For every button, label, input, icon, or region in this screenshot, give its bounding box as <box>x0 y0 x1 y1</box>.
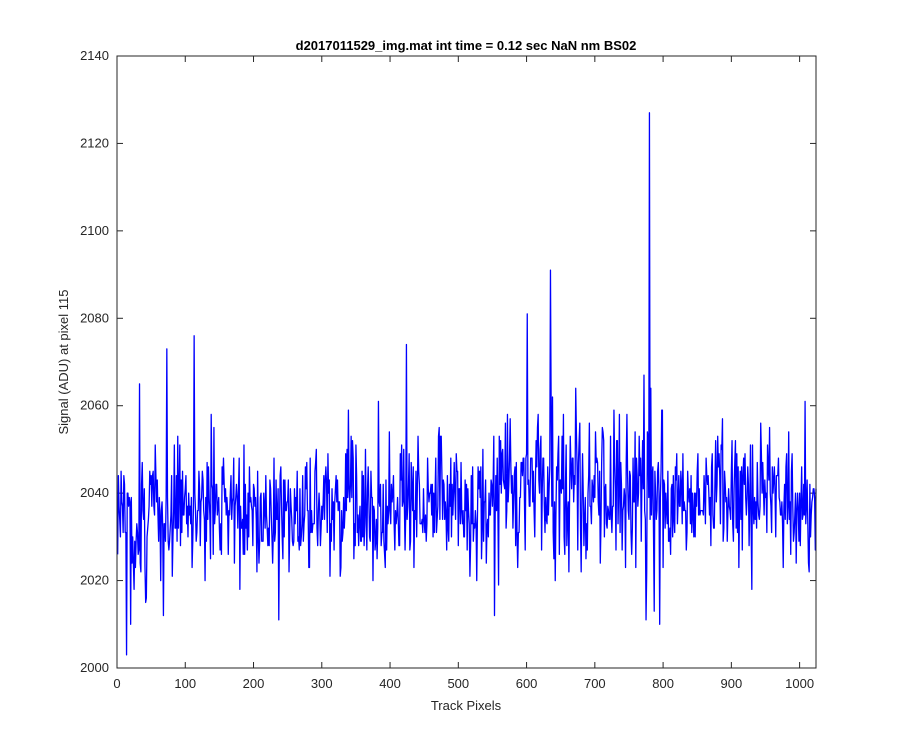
x-tick-label: 0 <box>113 676 120 691</box>
y-tick-label: 2100 <box>80 223 109 238</box>
x-axis-label: Track Pixels <box>431 698 502 713</box>
x-tick-label: 300 <box>311 676 333 691</box>
y-tick-label: 2040 <box>80 485 109 500</box>
plot-background <box>117 56 816 668</box>
x-axis-ticks: 0 100 200 300 400 500 600 700 800 900 1000 <box>113 56 814 691</box>
x-tick-label: 500 <box>447 676 469 691</box>
y-tick-label: 2060 <box>80 398 109 413</box>
x-tick-label: 400 <box>379 676 401 691</box>
y-tick-label: 2140 <box>80 48 109 63</box>
x-tick-label: 900 <box>721 676 743 691</box>
y-tick-label: 2120 <box>80 135 109 150</box>
x-tick-label: 100 <box>174 676 196 691</box>
chart-title: d2017011529_img.mat int time = 0.12 sec … <box>296 38 637 53</box>
y-tick-label: 2000 <box>80 660 109 675</box>
x-tick-label: 600 <box>516 676 538 691</box>
plot-frame <box>116 55 817 669</box>
y-axis-label: Signal (ADU) at pixel 115 <box>56 290 71 435</box>
series-line <box>117 112 817 656</box>
y-tick-label: 2080 <box>80 310 109 325</box>
x-tick-label: 800 <box>652 676 674 691</box>
x-tick-label: 700 <box>584 676 606 691</box>
y-tick-label: 2020 <box>80 573 109 588</box>
y-axis-ticks: 2000 2020 2040 2060 2080 2100 2120 2140 <box>80 48 816 675</box>
x-tick-label: 1000 <box>785 676 814 691</box>
x-tick-label: 200 <box>243 676 265 691</box>
